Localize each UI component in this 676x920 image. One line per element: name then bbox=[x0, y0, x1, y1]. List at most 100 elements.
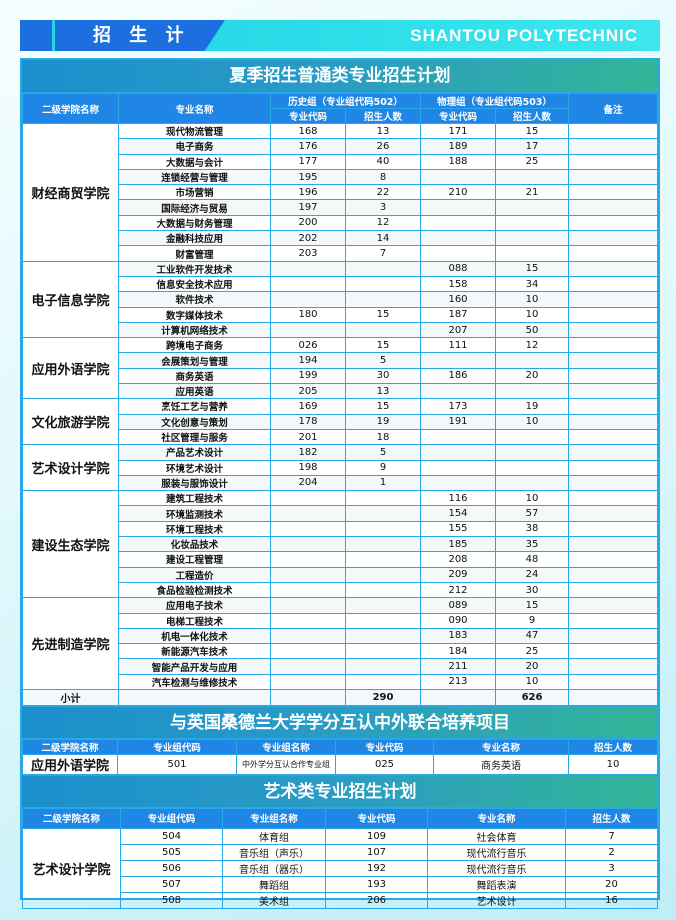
history-code bbox=[270, 612, 346, 629]
header-major-name: 专业名称 bbox=[427, 807, 566, 829]
major-name: 跨境电子商务 bbox=[118, 337, 271, 354]
remarks-cell bbox=[568, 306, 658, 323]
major-name: 财富管理 bbox=[118, 245, 271, 262]
table-row: 财经商贸学院 现代物流管理 168 13 171 15 bbox=[22, 122, 658, 262]
header-major-code: 专业代码 bbox=[335, 738, 434, 755]
history-code bbox=[270, 490, 346, 507]
joint-program-title: 与英国桑德兰大学学分互认中外联合培养项目 bbox=[22, 705, 658, 739]
history-code: 203 bbox=[270, 245, 346, 262]
physics-code: 088 bbox=[420, 260, 496, 277]
history-enrollment bbox=[345, 536, 421, 553]
art-plan-table: 二级学院名称 专业组代码 专业组名称 专业代码 专业名称 招生人数 艺术设计学院 504 体育… bbox=[22, 807, 658, 909]
history-code: 196 bbox=[270, 184, 346, 201]
major-name: 烹饪工艺与营养 bbox=[118, 398, 271, 415]
history-code: 201 bbox=[270, 428, 346, 446]
physics-code bbox=[420, 245, 496, 262]
remarks-cell bbox=[568, 536, 658, 553]
header-major-code: 专业代码 bbox=[325, 807, 428, 829]
major-code: 025 bbox=[335, 753, 434, 775]
history-total: 290 bbox=[345, 688, 421, 706]
physics-enrollment: 12 bbox=[495, 337, 569, 354]
college-name: 艺术设计学院 bbox=[22, 827, 121, 909]
physics-code bbox=[420, 199, 496, 216]
college-name: 应用外语学院 bbox=[22, 753, 118, 775]
history-code bbox=[270, 291, 346, 308]
major-name: 大数据与会计 bbox=[118, 153, 271, 170]
history-enrollment bbox=[345, 627, 421, 645]
physics-code bbox=[420, 383, 496, 400]
major-name: 化妆品技术 bbox=[118, 536, 271, 553]
table-row: 软件技术 160 10 bbox=[23, 291, 658, 308]
history-code bbox=[270, 536, 346, 553]
college-name: 文化旅游学院 bbox=[22, 398, 119, 446]
physics-code: 213 bbox=[420, 673, 496, 690]
header-college: 二级学院名称 bbox=[22, 807, 121, 829]
group-code: 505 bbox=[120, 843, 223, 861]
physics-code bbox=[420, 168, 496, 186]
physics-enrollment: 25 bbox=[495, 153, 569, 170]
header-physics-code: 专业代码 bbox=[420, 108, 496, 124]
physics-code: 211 bbox=[420, 658, 496, 675]
history-enrollment: 8 bbox=[345, 168, 421, 186]
remarks-cell bbox=[568, 367, 658, 385]
history-enrollment: 15 bbox=[345, 337, 421, 354]
table-row: 商务英语 199 30 186 20 bbox=[23, 367, 658, 385]
art-plan-title: 艺术类专业招生计划 bbox=[22, 774, 658, 808]
table-row: 电梯工程技术 090 9 bbox=[23, 612, 658, 629]
physics-code bbox=[420, 352, 496, 369]
major-name: 艺术设计 bbox=[427, 891, 566, 909]
major-code: 107 bbox=[325, 843, 428, 861]
history-code: 169 bbox=[270, 398, 346, 415]
major-name: 食品检验检测技术 bbox=[118, 581, 271, 599]
history-code: 199 bbox=[270, 367, 346, 385]
joint-program-table: 二级学院名称 专业组代码 专业组名称 专业代码 专业名称 招生人数 应用外语学院 501 中外… bbox=[22, 738, 658, 775]
history-enrollment bbox=[345, 275, 421, 293]
history-code: 205 bbox=[270, 383, 346, 400]
subtotal-row: 小计 290 626 bbox=[22, 688, 658, 706]
table-row: 环境监测技术 154 57 bbox=[23, 505, 658, 522]
table-row: 508 美术组 206 艺术设计 16 bbox=[23, 891, 658, 909]
table-row: 新能源汽车技术 184 25 bbox=[23, 643, 658, 660]
physics-enrollment bbox=[495, 168, 569, 186]
major-name: 现代流行音乐 bbox=[427, 859, 566, 877]
history-enrollment: 5 bbox=[345, 352, 421, 369]
summer-plan-title: 夏季招生普通类专业招生计划 bbox=[22, 60, 658, 93]
major-name: 新能源汽车技术 bbox=[118, 643, 271, 660]
physics-enrollment: 19 bbox=[495, 398, 569, 415]
major-name: 工业软件开发技术 bbox=[118, 260, 271, 277]
history-enrollment: 5 bbox=[345, 444, 421, 461]
section-label: 招 生 计 划 bbox=[55, 20, 225, 51]
history-enrollment: 15 bbox=[345, 306, 421, 323]
physics-code: 208 bbox=[420, 551, 496, 568]
remarks-cell bbox=[568, 581, 658, 599]
physics-code: 154 bbox=[420, 505, 496, 522]
remarks-cell bbox=[568, 184, 658, 201]
table-row: 社区管理与服务 201 18 bbox=[23, 428, 658, 446]
group-code: 504 bbox=[120, 827, 223, 845]
major-name: 社会体育 bbox=[427, 827, 566, 845]
enrollment: 20 bbox=[565, 875, 658, 893]
physics-enrollment: 20 bbox=[495, 658, 569, 675]
physics-code: 089 bbox=[420, 597, 496, 614]
history-code bbox=[270, 321, 346, 339]
physics-code: 158 bbox=[420, 275, 496, 293]
physics-code: 155 bbox=[420, 520, 496, 538]
major-name: 应用电子技术 bbox=[118, 597, 271, 614]
history-code: 176 bbox=[270, 138, 346, 155]
physics-code bbox=[420, 428, 496, 446]
history-enrollment: 9 bbox=[345, 459, 421, 476]
college-name: 建设生态学院 bbox=[22, 490, 119, 599]
table-row: 智能产品开发与应用 211 20 bbox=[23, 658, 658, 675]
table-row: 505 音乐组（声乐） 107 现代流行音乐 2 bbox=[23, 843, 658, 861]
remarks-cell bbox=[568, 643, 658, 660]
history-enrollment bbox=[345, 597, 421, 614]
history-enrollment bbox=[345, 566, 421, 583]
table-row: 会展策划与管理 194 5 bbox=[23, 352, 658, 369]
major-name: 现代物流管理 bbox=[118, 122, 271, 140]
major-name: 电梯工程技术 bbox=[118, 612, 271, 629]
table-row: 金融科技应用 202 14 bbox=[23, 230, 658, 247]
table-row: 文化旅游学院 烹饪工艺与营养 169 15 173 19 bbox=[22, 398, 658, 446]
physics-enrollment: 9 bbox=[495, 612, 569, 629]
history-enrollment: 30 bbox=[345, 367, 421, 385]
remarks-cell bbox=[568, 275, 658, 293]
